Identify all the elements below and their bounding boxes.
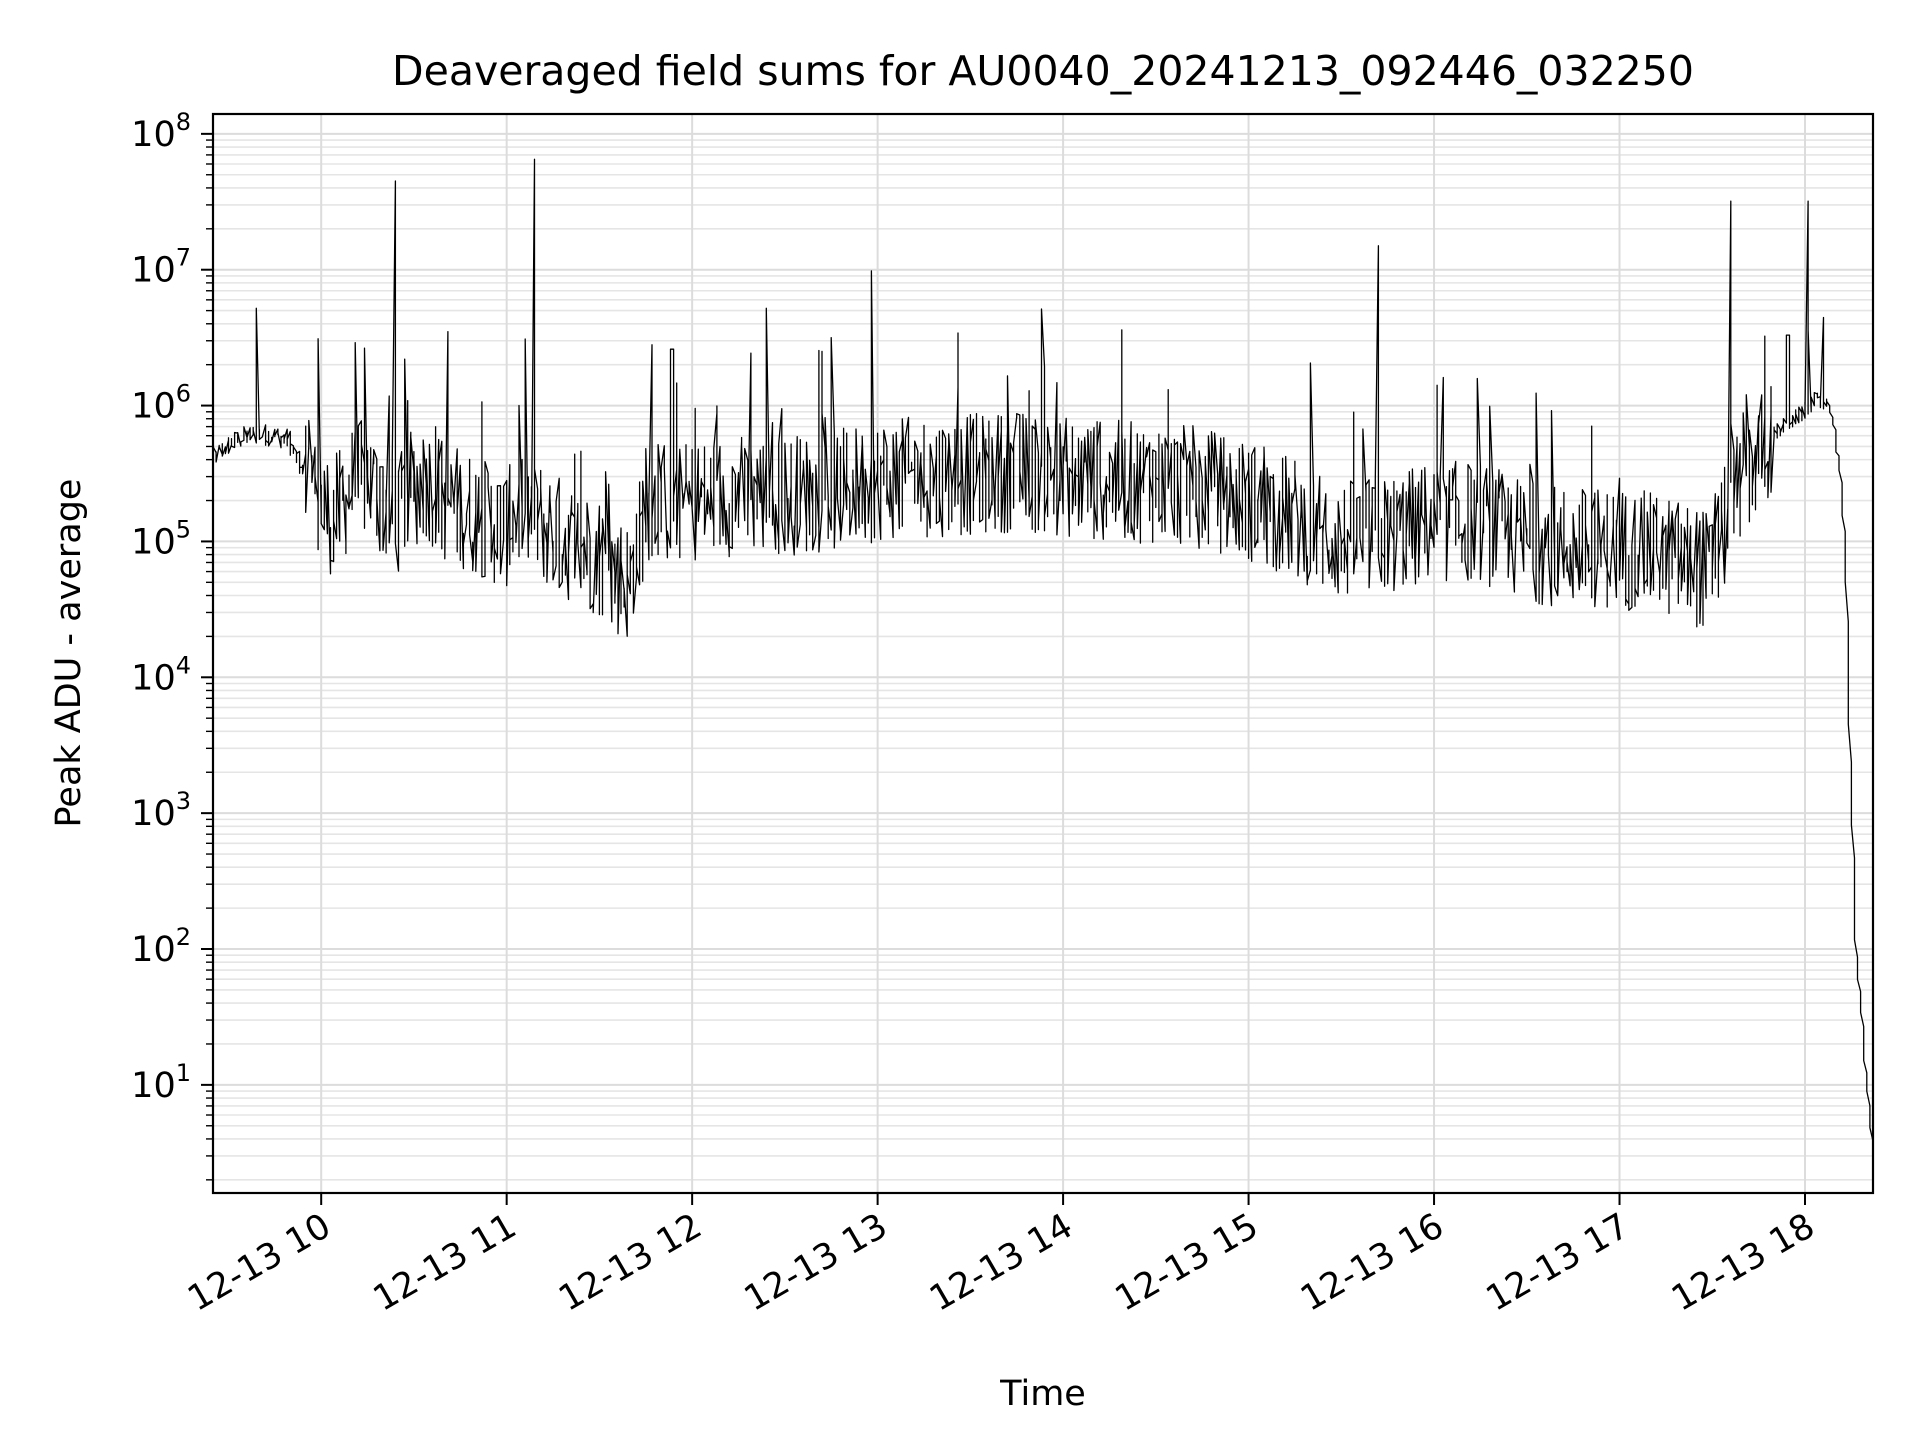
x-axis-label: Time — [999, 1374, 1086, 1414]
x-tick-label: 12-13 11 — [367, 1206, 523, 1319]
y-tick-label: 104 — [131, 651, 191, 698]
x-tick-label: 12-13 18 — [1665, 1206, 1821, 1319]
y-tick-label: 106 — [131, 380, 191, 427]
y-axis: 101 102 103 104 105 106 107 108 — [131, 108, 213, 1106]
series-line — [212, 158, 1874, 1142]
x-tick-label: 12-13 16 — [1294, 1206, 1450, 1319]
y-tick-label: 102 — [131, 923, 191, 970]
x-tick-label: 12-13 17 — [1480, 1206, 1636, 1319]
x-tick-label: 12-13 12 — [552, 1206, 708, 1319]
data-series-line — [212, 158, 1874, 1142]
x-tick-label: 12-13 14 — [923, 1206, 1079, 1319]
x-axis: 12-13 10 12-13 11 12-13 12 12-13 13 12-13 14… — [181, 1193, 1821, 1319]
plot-frame — [211, 112, 1875, 1195]
x-tick-label: 12-13 15 — [1109, 1206, 1265, 1319]
y-tick-label: 108 — [131, 108, 191, 155]
grid — [206, 114, 1873, 1193]
chart-title: Deaveraged field sums for AU0040_2024121… — [392, 47, 1694, 95]
x-tick-label: 12-13 13 — [738, 1206, 894, 1319]
y-tick-label: 101 — [131, 1059, 191, 1106]
y-axis-label: Peak ADU - average — [49, 479, 89, 828]
y-tick-label: 105 — [131, 515, 191, 562]
y-tick-label: 107 — [131, 244, 191, 291]
y-tick-label: 103 — [131, 787, 191, 834]
x-tick-label: 12-13 10 — [181, 1206, 337, 1319]
